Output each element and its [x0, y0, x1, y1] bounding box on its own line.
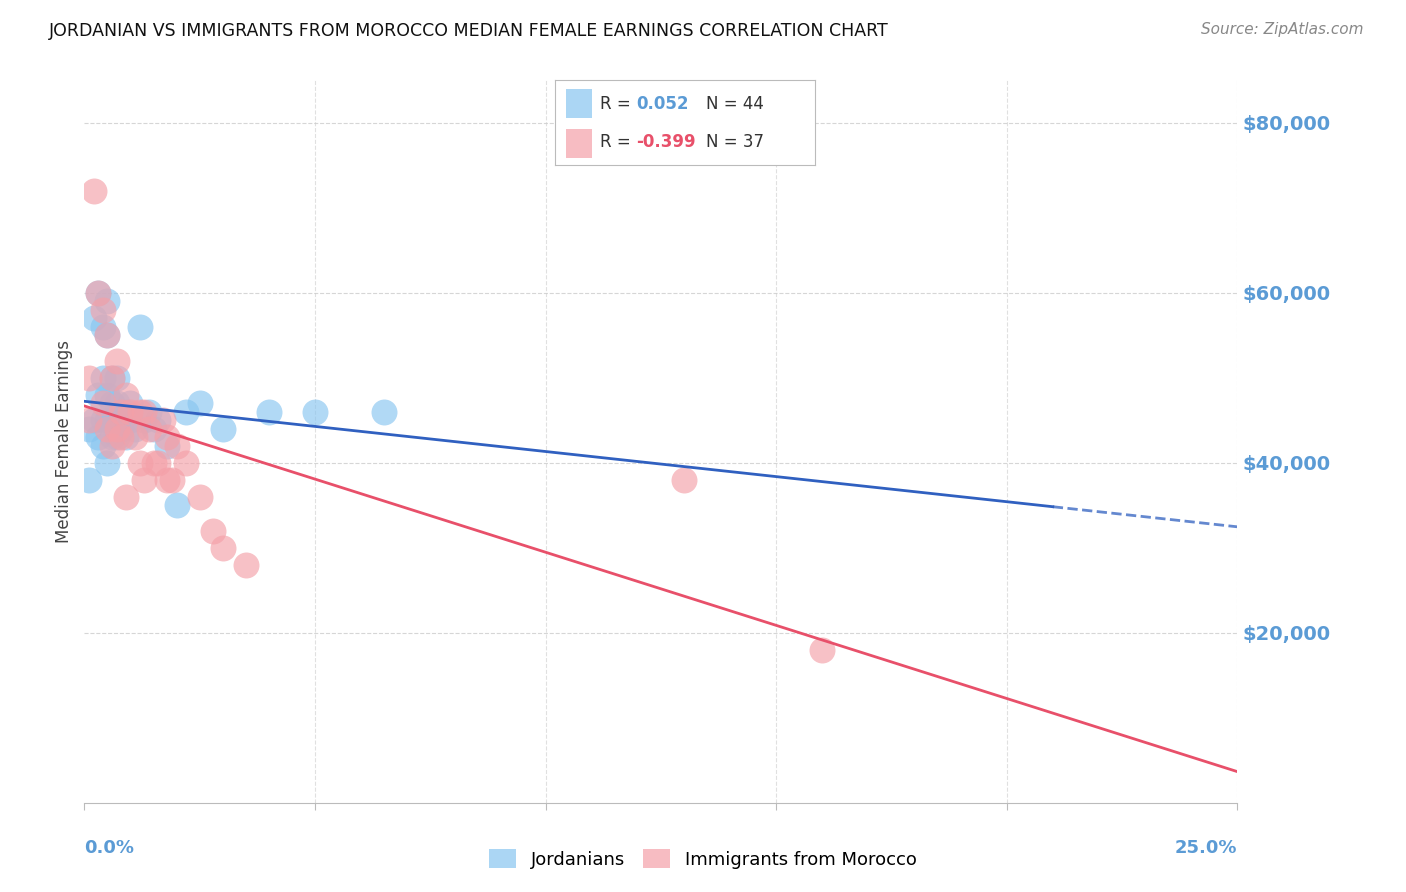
Point	[235, 558, 257, 572]
Point	[373, 405, 395, 419]
Bar	[565, 128, 592, 158]
Point	[156, 439, 179, 453]
Point	[211, 541, 233, 555]
Point	[105, 396, 128, 410]
Point	[120, 413, 142, 427]
Point	[138, 405, 160, 419]
Text: N = 37: N = 37	[706, 133, 765, 151]
Point	[115, 388, 138, 402]
Point	[124, 430, 146, 444]
Point	[105, 353, 128, 368]
Point	[156, 430, 179, 444]
Point	[87, 285, 110, 300]
Point	[87, 430, 110, 444]
Point	[77, 371, 100, 385]
Point	[134, 473, 156, 487]
Point	[115, 490, 138, 504]
Point	[211, 422, 233, 436]
Legend: Jordanians, Immigrants from Morocco: Jordanians, Immigrants from Morocco	[482, 842, 924, 876]
Point	[96, 456, 118, 470]
Point	[96, 328, 118, 343]
Point	[101, 439, 124, 453]
Point	[101, 371, 124, 385]
Point	[134, 405, 156, 419]
Point	[105, 371, 128, 385]
Point	[101, 430, 124, 444]
Point	[96, 413, 118, 427]
Text: 25.0%: 25.0%	[1175, 839, 1237, 857]
Point	[110, 430, 132, 444]
Point	[91, 319, 114, 334]
Text: R =: R =	[599, 95, 630, 113]
Point	[142, 422, 165, 436]
Point	[110, 422, 132, 436]
Text: -0.399: -0.399	[636, 133, 696, 151]
Point	[105, 430, 128, 444]
Point	[304, 405, 326, 419]
Point	[101, 371, 124, 385]
Point	[166, 439, 188, 453]
Point	[174, 456, 197, 470]
Point	[96, 388, 118, 402]
Point	[202, 524, 225, 538]
Point	[83, 413, 105, 427]
Point	[128, 456, 150, 470]
Point	[77, 473, 100, 487]
Text: R =: R =	[599, 133, 630, 151]
Point	[160, 473, 183, 487]
Point	[91, 439, 114, 453]
Point	[91, 371, 114, 385]
Point	[156, 473, 179, 487]
Point	[77, 413, 100, 427]
Text: JORDANIAN VS IMMIGRANTS FROM MOROCCO MEDIAN FEMALE EARNINGS CORRELATION CHART: JORDANIAN VS IMMIGRANTS FROM MOROCCO MED…	[49, 22, 889, 40]
Text: Source: ZipAtlas.com: Source: ZipAtlas.com	[1201, 22, 1364, 37]
Point	[105, 422, 128, 436]
Point	[152, 413, 174, 427]
Point	[166, 498, 188, 512]
Point	[146, 413, 169, 427]
Point	[87, 388, 110, 402]
Point	[105, 413, 128, 427]
Point	[134, 413, 156, 427]
Point	[120, 405, 142, 419]
Point	[96, 294, 118, 309]
Text: N = 44: N = 44	[706, 95, 763, 113]
Point	[188, 490, 211, 504]
Point	[115, 430, 138, 444]
Point	[138, 422, 160, 436]
Point	[128, 405, 150, 419]
Point	[257, 405, 280, 419]
Point	[128, 319, 150, 334]
Y-axis label: Median Female Earnings: Median Female Earnings	[55, 340, 73, 543]
Point	[120, 396, 142, 410]
Point	[96, 328, 118, 343]
Point	[77, 422, 100, 436]
Point	[87, 285, 110, 300]
Point	[91, 396, 114, 410]
Point	[96, 422, 118, 436]
Point	[110, 405, 132, 419]
Point	[174, 405, 197, 419]
Text: 0.0%: 0.0%	[84, 839, 135, 857]
Point	[811, 642, 834, 657]
Point	[83, 311, 105, 326]
Point	[110, 405, 132, 419]
Point	[146, 456, 169, 470]
Point	[142, 456, 165, 470]
Point	[188, 396, 211, 410]
Text: 0.052: 0.052	[636, 95, 689, 113]
Point	[91, 302, 114, 317]
Point	[124, 422, 146, 436]
Point	[115, 405, 138, 419]
Point	[101, 413, 124, 427]
Bar	[565, 89, 592, 119]
Point	[91, 413, 114, 427]
Point	[672, 473, 695, 487]
Point	[83, 184, 105, 198]
Point	[101, 396, 124, 410]
